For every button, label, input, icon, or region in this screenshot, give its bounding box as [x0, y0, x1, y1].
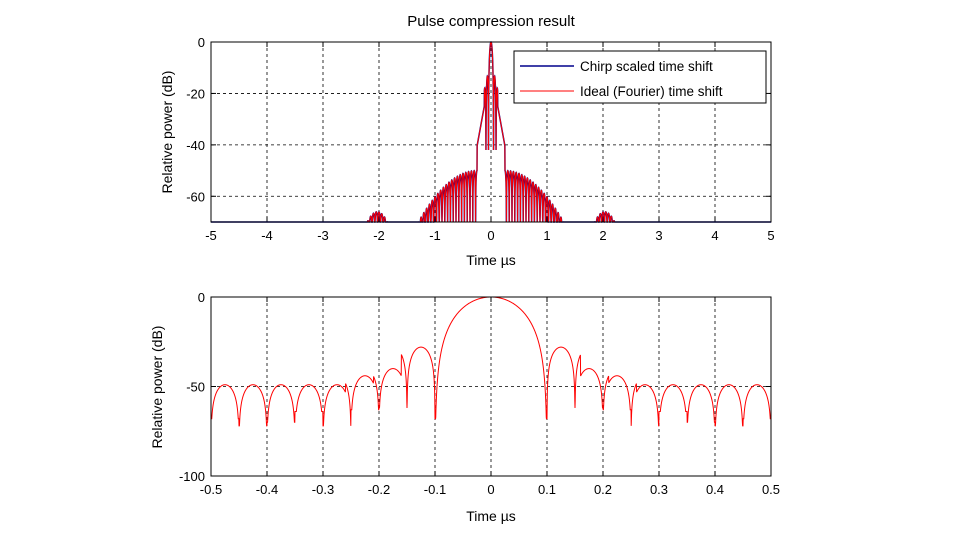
- bottom-x-tick-label: 0.2: [594, 482, 612, 497]
- bottom-plot-frame: [210, 296, 772, 477]
- top-y-tick-label: 0: [198, 35, 205, 50]
- top-x-tick-label: -4: [261, 228, 273, 243]
- top-x-tick-label: 3: [655, 228, 662, 243]
- top-legend: Chirp scaled time shift Ideal (Fourier) …: [513, 50, 767, 104]
- bottom-x-tick-label: -0.4: [256, 482, 278, 497]
- bottom-chart: -0.5 -0.4 -0.3 -0.2 -0.1 0 0.1 0.2 0.3 0.4 0.5 0 -5…: [149, 290, 780, 524]
- bottom-x-tick-label: 0.4: [706, 482, 724, 497]
- top-y-tick-label: -20: [186, 86, 205, 101]
- bottom-x-tick-label: -0.1: [424, 482, 446, 497]
- top-x-tick-label: 4: [711, 228, 718, 243]
- top-chart-title: Pulse compression result: [407, 13, 575, 30]
- legend-label-ideal: Ideal (Fourier) time shift: [580, 84, 723, 99]
- bottom-x-ticks: -0.5 -0.4 -0.3 -0.2 -0.1 0 0.1 0.2 0.3 0.4 0.5: [200, 297, 780, 497]
- bottom-grid: [211, 297, 771, 476]
- top-y-axis-label: Relative power (dB): [159, 71, 175, 194]
- top-x-tick-label: 2: [599, 228, 606, 243]
- top-y-tick-label: -40: [186, 138, 205, 153]
- top-x-tick-label: -2: [373, 228, 385, 243]
- top-x-tick-label: -3: [317, 228, 329, 243]
- bottom-x-axis-label: Time µs: [466, 508, 516, 524]
- top-chart: Pulse compression result -5 -4 -3 -2 -1 0 1 2 3 4…: [159, 13, 775, 268]
- top-x-tick-label: -1: [429, 228, 441, 243]
- legend-label-chirp: Chirp scaled time shift: [580, 59, 713, 74]
- bottom-x-tick-label: -0.5: [200, 482, 222, 497]
- top-x-tick-label: -5: [205, 228, 217, 243]
- top-x-ticks: -5 -4 -3 -2 -1 0 1 2 3 4 5: [205, 42, 775, 243]
- bottom-y-tick-label: -100: [179, 469, 205, 484]
- top-x-axis-label: Time µs: [466, 252, 516, 268]
- bottom-x-tick-label: 0.5: [762, 482, 780, 497]
- bottom-y-tick-label: -50: [186, 380, 205, 395]
- top-plot-frame: [210, 41, 772, 223]
- top-y-tick-label: -60: [186, 189, 205, 204]
- bottom-x-tick-label: 0.1: [538, 482, 556, 497]
- bottom-x-tick-label: -0.3: [312, 482, 334, 497]
- legend-box: [513, 50, 767, 104]
- bottom-y-axis-label: Relative power (dB): [149, 326, 165, 449]
- bottom-x-tick-label: 0.3: [650, 482, 668, 497]
- top-y-ticks: 0 -20 -40 -60: [186, 35, 771, 204]
- top-x-tick-label: 5: [767, 228, 774, 243]
- top-x-tick-label: 1: [543, 228, 550, 243]
- bottom-x-tick-label: 0: [487, 482, 494, 497]
- bottom-y-ticks: 0 -50 -100: [179, 290, 771, 484]
- top-x-tick-label: 0: [487, 228, 494, 243]
- bottom-y-tick-label: 0: [198, 290, 205, 305]
- bottom-x-tick-label: -0.2: [368, 482, 390, 497]
